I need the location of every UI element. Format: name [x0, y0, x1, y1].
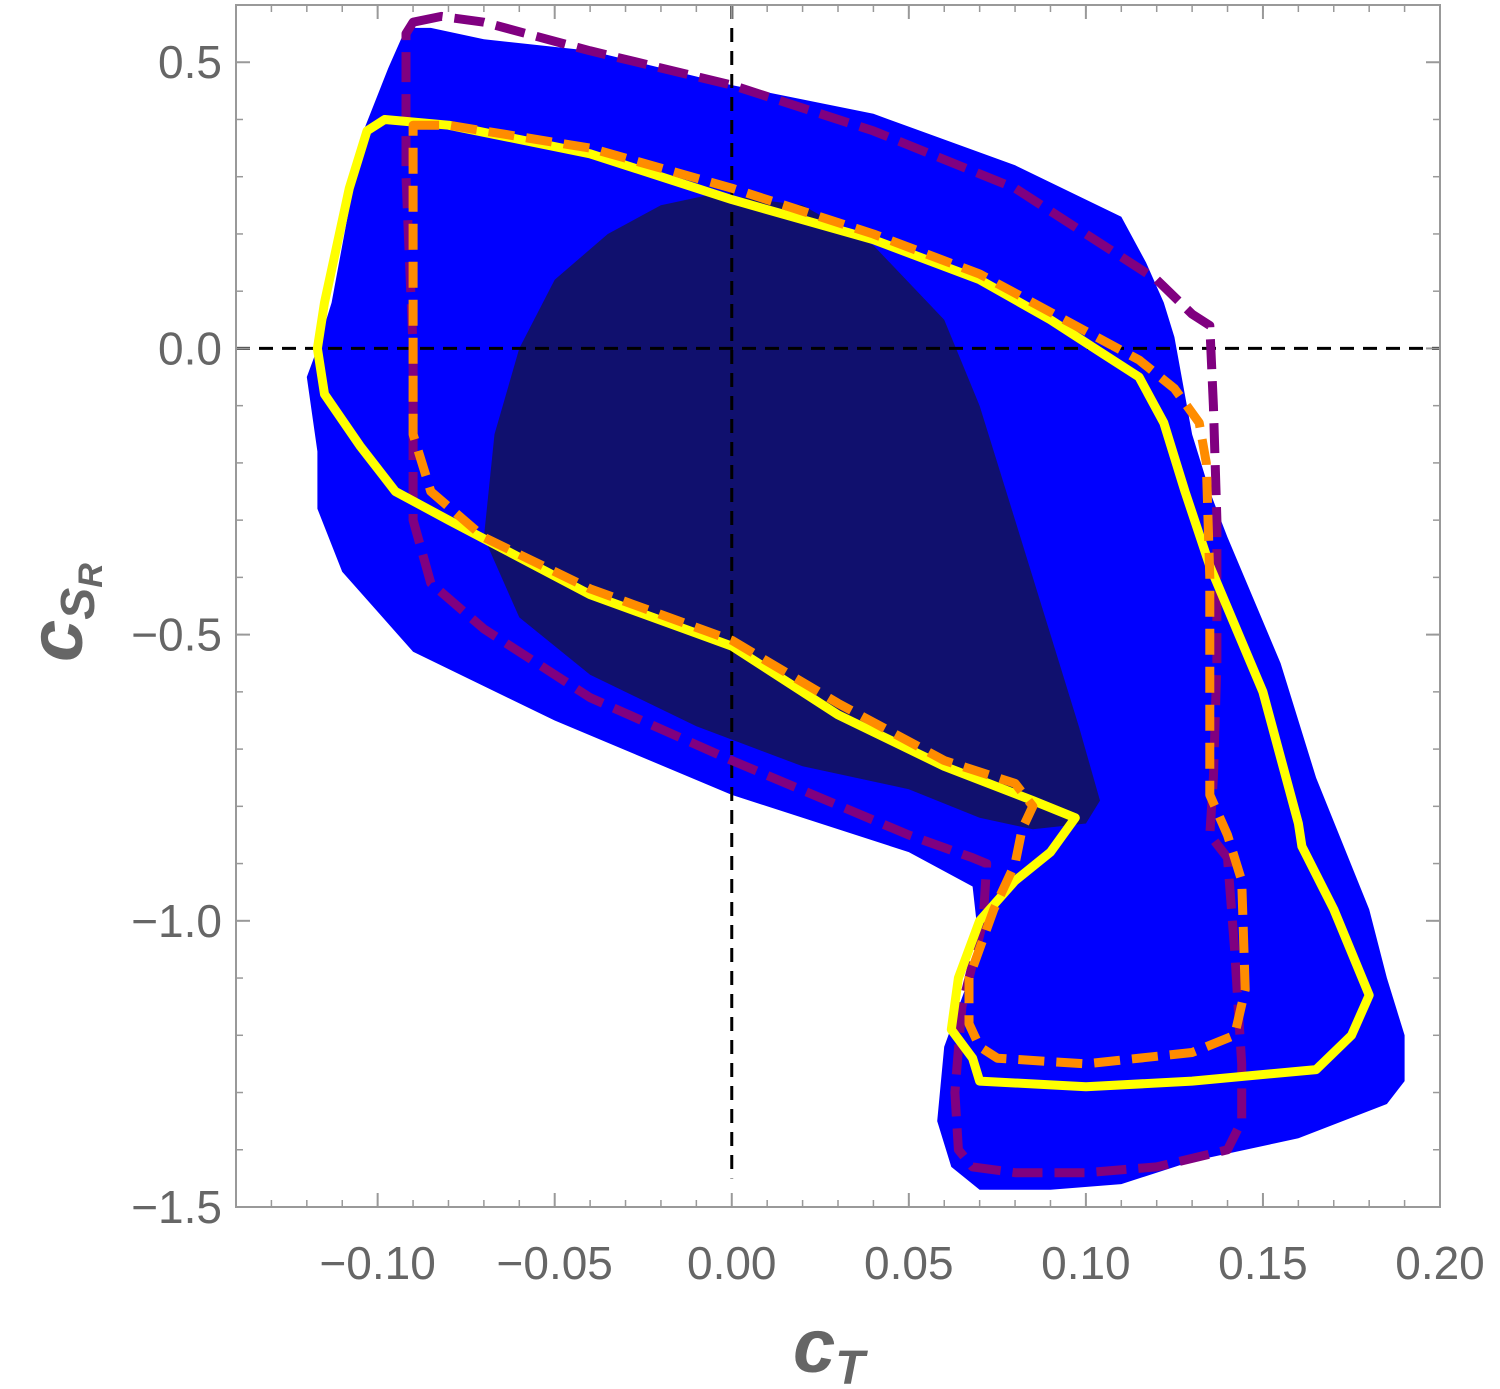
x-tick-label: 0.05 [864, 1237, 954, 1289]
x-axis-title-main: c [793, 1304, 835, 1389]
region-inner [483, 193, 1100, 830]
y-tick-label: 0.0 [158, 322, 222, 374]
x-tick-label: 0.20 [1395, 1237, 1485, 1289]
y-tick-label: 0.5 [158, 36, 222, 88]
x-tick-label: 0.15 [1218, 1237, 1308, 1289]
y-axis-title-main: c [14, 620, 99, 662]
x-tick-label: 0.00 [687, 1237, 777, 1289]
regions-layer [306, 27, 1405, 1190]
contour-series-2 [408, 120, 1250, 1069]
x-axis-title: cT [793, 1304, 868, 1389]
y-tick-label: −1.5 [131, 1181, 222, 1233]
y-tick-label: −0.5 [131, 609, 222, 661]
ticks-layer: −0.10 −0.05 0.00 0.05 0.10 0.15 0.20 0.5 0.0 −0.5… [131, 4, 1485, 1289]
y-axis-title-subsub: R [72, 563, 110, 588]
contours-layer [312, 11, 1374, 1178]
x-tick-label: 0.10 [1041, 1237, 1131, 1289]
y-tick-label: −1.0 [131, 895, 222, 947]
x-tick-label: −0.05 [497, 1237, 613, 1289]
contour-series-1 [312, 115, 1374, 1092]
y-axis-title-sub: S [52, 588, 105, 620]
contour-series-3 [401, 11, 1247, 1178]
y-axis-title: cSR [14, 563, 110, 662]
x-tick-label: −0.10 [319, 1237, 435, 1289]
x-axis-title-sub: T [835, 1342, 868, 1389]
